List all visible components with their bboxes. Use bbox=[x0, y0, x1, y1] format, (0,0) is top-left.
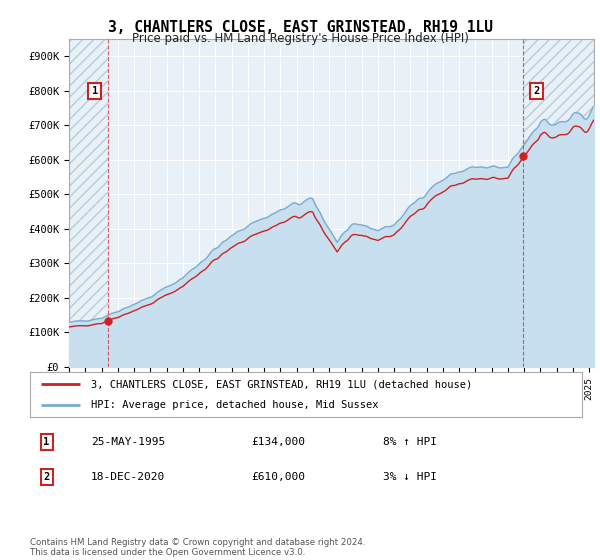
Text: 2: 2 bbox=[533, 86, 539, 96]
Text: HPI: Average price, detached house, Mid Sussex: HPI: Average price, detached house, Mid … bbox=[91, 400, 378, 410]
Polygon shape bbox=[523, 39, 594, 367]
Text: 3, CHANTLERS CLOSE, EAST GRINSTEAD, RH19 1LU (detached house): 3, CHANTLERS CLOSE, EAST GRINSTEAD, RH19… bbox=[91, 380, 472, 390]
Text: £610,000: £610,000 bbox=[251, 472, 305, 482]
Text: 3, CHANTLERS CLOSE, EAST GRINSTEAD, RH19 1LU: 3, CHANTLERS CLOSE, EAST GRINSTEAD, RH19… bbox=[107, 20, 493, 35]
Text: 1: 1 bbox=[43, 437, 50, 447]
Text: 2: 2 bbox=[43, 472, 50, 482]
Text: Price paid vs. HM Land Registry's House Price Index (HPI): Price paid vs. HM Land Registry's House … bbox=[131, 32, 469, 45]
Text: 18-DEC-2020: 18-DEC-2020 bbox=[91, 472, 165, 482]
Text: 8% ↑ HPI: 8% ↑ HPI bbox=[383, 437, 437, 447]
Text: 3% ↓ HPI: 3% ↓ HPI bbox=[383, 472, 437, 482]
Text: £134,000: £134,000 bbox=[251, 437, 305, 447]
Text: 1: 1 bbox=[92, 86, 98, 96]
Text: Contains HM Land Registry data © Crown copyright and database right 2024.
This d: Contains HM Land Registry data © Crown c… bbox=[30, 538, 365, 557]
Text: 25-MAY-1995: 25-MAY-1995 bbox=[91, 437, 165, 447]
Polygon shape bbox=[69, 39, 107, 367]
